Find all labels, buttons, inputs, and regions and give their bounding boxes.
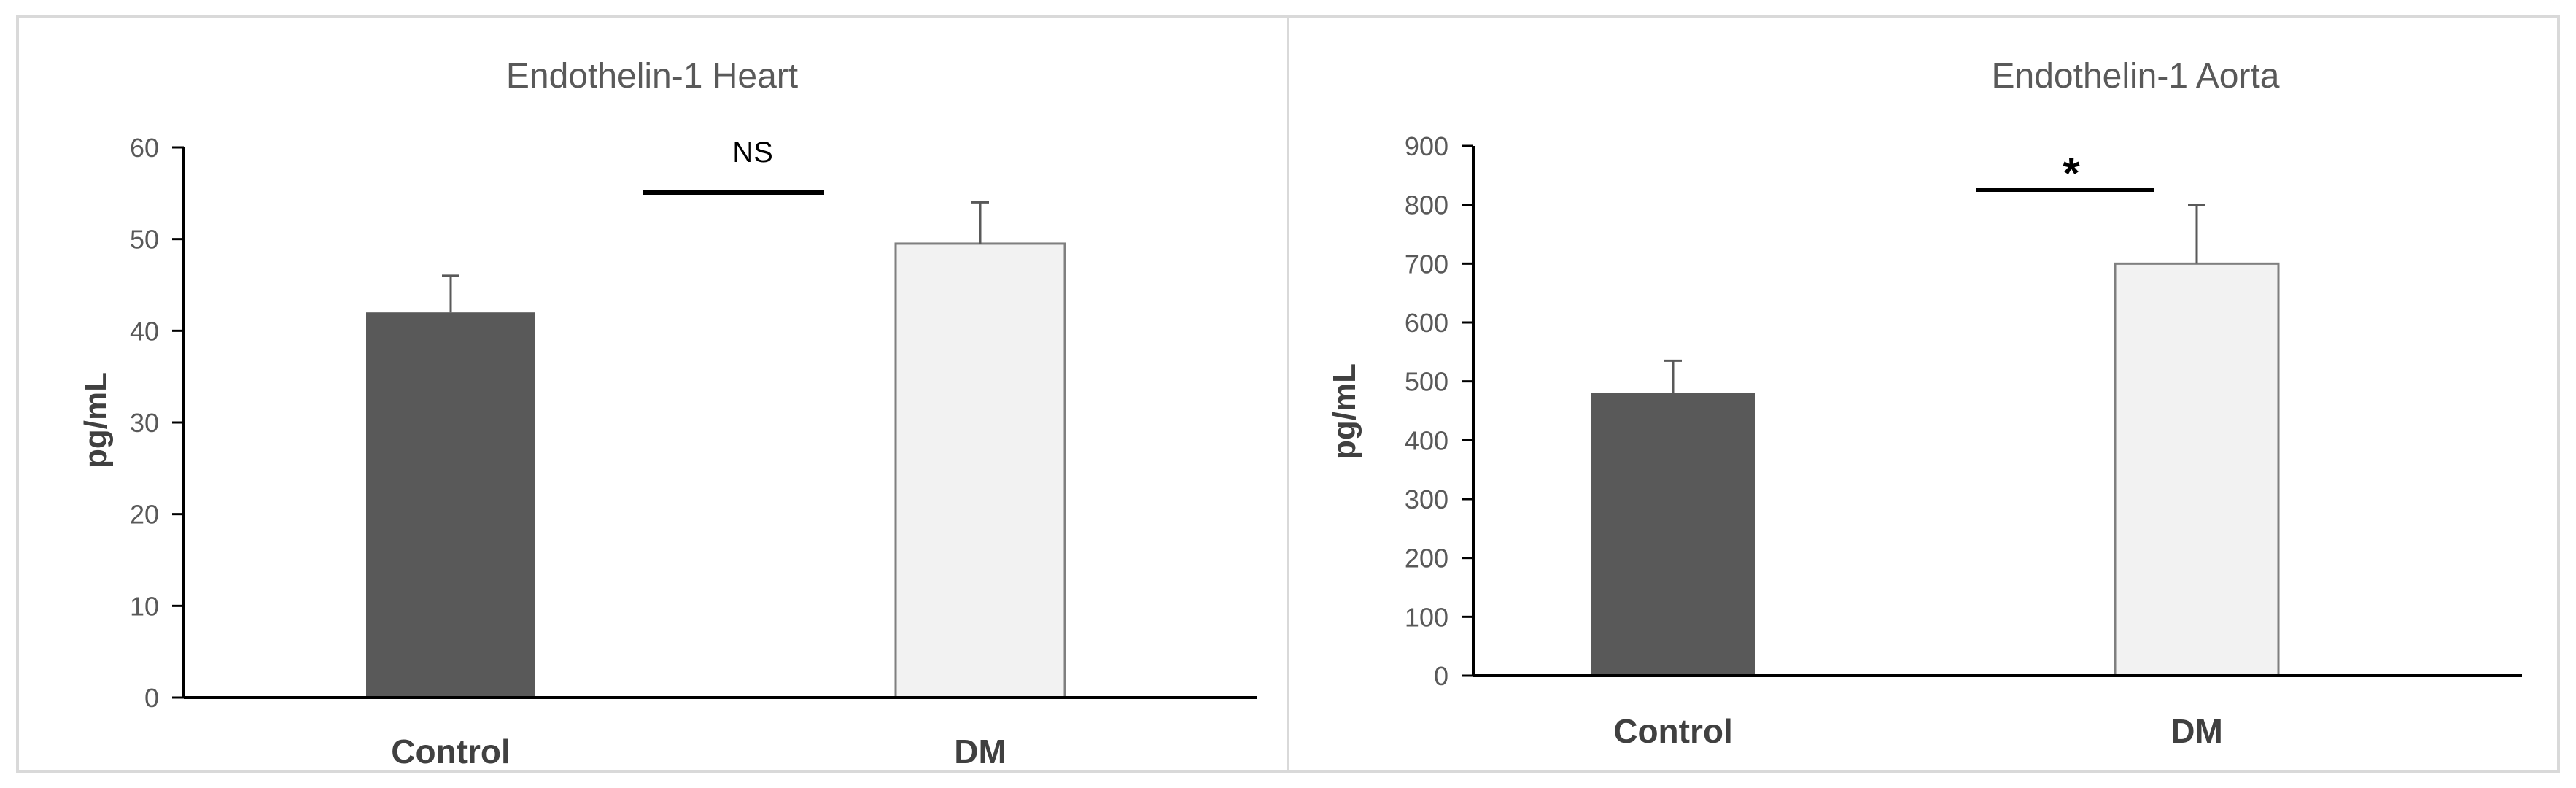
bar-dm [894,242,1066,699]
y-tick-label: 40 [130,316,159,346]
y-tick-label: 10 [130,591,159,621]
y-tick-label: 0 [144,683,159,713]
y-tick-label: 900 [1405,131,1448,161]
heart-chart-svg: Endothelin-1 Heart pg/mL NS 0 10 20 30 40 50 6… [78,57,1257,770]
y-tick-label: 60 [130,133,159,163]
aorta-chart-svg: Endothelin-1 Aorta pg/mL * 0100200300400… [1327,57,2522,750]
x-tick-label-dm: DM [2170,712,2223,750]
y-tick-label: 800 [1405,190,1448,220]
bar-control [1591,393,1755,676]
chart-panel-aorta: Endothelin-1 Aorta pg/mL * 0 100 200 300 400… [1287,15,2560,773]
bar-dm [2114,262,2280,677]
y-tick-label: 600 [1405,308,1448,338]
x-tick-label-control: Control [391,733,511,770]
x-tick-label-control: Control [1613,712,1733,750]
y-axis-label: pg/mL [1327,363,1362,460]
y-tick-label: 700 [1405,249,1448,279]
plot-area: 0 100 200 300 400 500 600 700 800 900 Control DM [1405,131,2522,750]
chart-panel-heart: Endothelin-1 Heart pg/mL NS 0 10 20 30 40 50 6… [16,15,1289,773]
y-tick-label: 300 [1405,484,1448,514]
y-tick-label: 30 [130,408,159,438]
y-axis-label: pg/mL [78,372,114,468]
y-tick-label: 100 [1405,602,1448,632]
y-tick-label: 200 [1405,544,1448,573]
x-tick-label-dm: DM [954,733,1006,770]
chart-title: Endothelin-1 Heart [506,57,798,96]
bar-control [366,312,535,698]
significance-label: NS [732,136,773,169]
chart-title: Endothelin-1 Aorta [1992,57,2280,96]
y-tick-label: 400 [1405,425,1448,455]
plot-area: 0 10 20 30 40 50 60 Control DM [130,133,1257,770]
y-tick-label: 0 [1434,661,1448,691]
y-tick-label: 500 [1405,367,1448,397]
y-tick-label: 20 [130,500,159,530]
y-tick-label: 50 [130,225,159,255]
